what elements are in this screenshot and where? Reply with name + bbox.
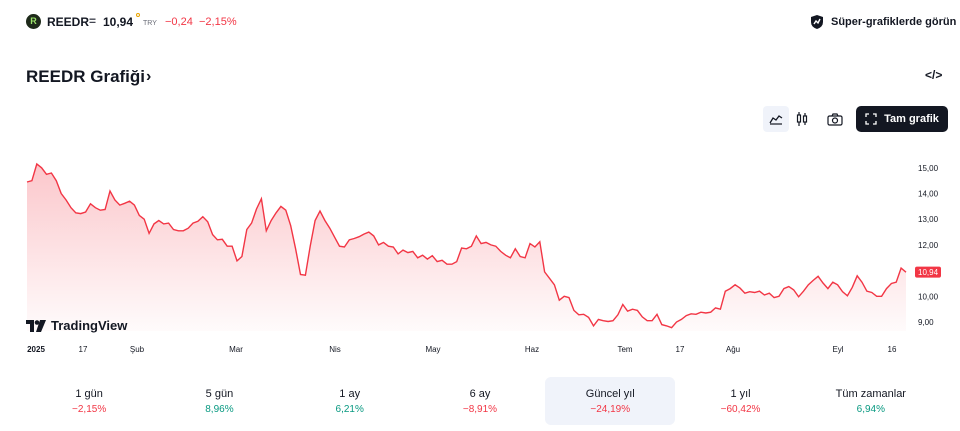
period-label: 5 gün [205, 388, 234, 400]
period-label: 1 gün [75, 388, 103, 400]
x-tick-label: Şub [130, 345, 145, 354]
embed-code-icon[interactable]: </> [925, 68, 943, 82]
symbol-logo[interactable]: R [26, 14, 41, 29]
period-change: −2,15% [72, 404, 107, 415]
period-tab[interactable]: 5 gün 8,96% [154, 377, 284, 425]
price-change: −0,24 [165, 16, 193, 28]
period-change: 6,94% [856, 404, 885, 415]
x-tick-label: Haz [525, 345, 539, 354]
area-chart-button[interactable] [763, 106, 789, 132]
area-chart-icon [769, 115, 783, 125]
symbol-name[interactable]: REEDR [47, 15, 90, 29]
x-tick-label: May [425, 345, 440, 354]
last-price-label: 10,94 [918, 268, 939, 277]
chevron-right-icon[interactable]: › [146, 68, 152, 85]
page-title[interactable]: REEDR Grafiği [26, 67, 146, 86]
tradingview-logo-icon [26, 319, 46, 332]
x-tick-label: 2025 [27, 345, 45, 354]
super-charts-link[interactable]: Süper-grafiklerde görün [809, 12, 956, 32]
period-change: 6,21% [335, 404, 364, 415]
period-label: Tüm zamanlar [835, 388, 906, 400]
y-tick-label: 9,00 [918, 318, 934, 327]
super-charts-label: Süper-grafiklerde görün [831, 16, 957, 28]
last-price: 10,94 [103, 15, 134, 29]
camera-icon [827, 112, 843, 126]
time-axis: 2025 17 Şub Mar Nis May Haz Tem 17 Ağu Eyl 16 [27, 345, 897, 354]
period-tab[interactable]: 6 ay −8,91% [415, 377, 545, 425]
y-tick-label: 14,00 [918, 190, 939, 199]
period-label: Güncel yıl [585, 388, 635, 400]
x-tick-label: 16 [888, 345, 897, 354]
currency-label: TRY [143, 20, 157, 27]
last-price-marker: 10,94 [915, 266, 941, 278]
x-tick-label: Mar [229, 345, 243, 354]
tradingview-wordmark: TradingView [51, 318, 128, 333]
fullscreen-icon [865, 113, 877, 125]
chart-plot-area [26, 162, 907, 331]
fullscreen-label: Tam grafik [884, 113, 939, 125]
period-change: −60,42% [720, 404, 761, 415]
symbol-header: R REEDR = 10,94 TRY −0,24 −2,15% Süper-g… [0, 0, 960, 44]
period-tab[interactable]: 1 ay 6,21% [285, 377, 415, 425]
last-price-label-bg [915, 266, 941, 278]
x-tick-label: Nis [329, 345, 341, 354]
period-tab[interactable]: 1 gün −2,15% [24, 377, 154, 425]
candle-chart-button[interactable] [793, 106, 811, 132]
x-tick-label: Tem [617, 345, 632, 354]
price-change-percent: −2,15% [199, 16, 237, 28]
period-change: −24,19% [590, 404, 631, 415]
period-label: 1 yıl [730, 388, 751, 400]
price-area [27, 164, 906, 331]
y-tick-label: 13,00 [918, 215, 939, 224]
period-tab[interactable]: 1 yıl −60,42% [675, 377, 805, 425]
period-label: 1 ay [339, 388, 361, 400]
y-tick-label: 15,00 [918, 164, 939, 173]
period-selector: 1 gün −2,15% 5 gün 8,96% 1 ay 6,21% 6 ay −8,91%… [24, 377, 936, 425]
snapshot-button[interactable] [824, 106, 846, 132]
period-change: −8,91% [462, 404, 498, 415]
super-charts-icon [811, 15, 823, 29]
period-tab[interactable]: Tüm zamanlar 6,94% [806, 377, 936, 425]
period-change: 8,96% [205, 404, 234, 415]
candle-chart-icon [796, 112, 808, 126]
x-tick-label: Eyl [832, 345, 843, 354]
x-tick-label: 17 [79, 345, 88, 354]
price-line [26, 162, 907, 329]
equals-sign: = [89, 14, 97, 28]
y-tick-label: 10,00 [918, 292, 939, 301]
y-tick-label: 12,00 [918, 241, 939, 250]
tradingview-watermark[interactable]: TradingView [26, 318, 127, 333]
market-status-icon [136, 13, 140, 17]
x-tick-label: Ağu [726, 345, 740, 354]
x-tick-label: 17 [676, 345, 685, 354]
fullscreen-chart-button[interactable]: Tam grafik [856, 106, 948, 132]
period-tab[interactable]: Güncel yıl −24,19% [545, 377, 676, 425]
period-label: 6 ay [469, 388, 491, 400]
